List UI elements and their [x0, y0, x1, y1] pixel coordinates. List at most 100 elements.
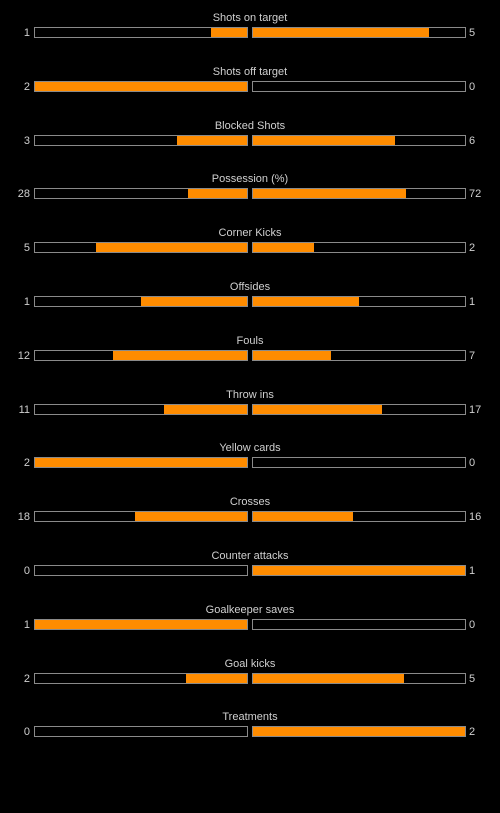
away-value: 1: [469, 295, 476, 308]
home-bar-fill: [134, 512, 247, 522]
away-value: 0: [469, 457, 476, 470]
home-bar: [34, 27, 248, 38]
stat-row: Goal kicks 2 5: [0, 657, 500, 711]
away-bar: [252, 618, 466, 630]
home-value: 2: [23, 672, 30, 685]
home-bar-fill: [35, 458, 247, 468]
stat-row: Crosses 18 16: [0, 495, 500, 549]
away-bar: [252, 349, 466, 361]
home-bar: [34, 511, 248, 523]
away-bar-fill: [253, 512, 353, 522]
away-bar-fill: [253, 727, 465, 737]
stat-row: Goalkeeper saves 1 0: [0, 603, 500, 657]
stat-row: Yellow cards 2 0: [0, 441, 500, 495]
stat-row: Offsides 1 1: [0, 280, 500, 334]
home-bar-fill: [177, 135, 247, 145]
away-value: 2: [469, 242, 476, 255]
home-bar: [34, 295, 248, 307]
home-bar: [34, 188, 248, 200]
home-value: 18: [17, 511, 30, 524]
stat-label: Treatments: [222, 711, 278, 724]
home-value: 28: [17, 188, 30, 201]
away-bar: [252, 511, 466, 523]
away-value: 17: [469, 403, 482, 416]
stat-row: Shots on target 1 5: [0, 11, 500, 65]
stat-label: Possession (%): [211, 173, 289, 186]
away-bar-fill: [253, 296, 359, 306]
stat-label: Offsides: [229, 280, 271, 293]
home-value: 1: [23, 618, 30, 631]
away-value: 6: [469, 134, 476, 147]
away-bar: [252, 403, 466, 415]
home-value: 5: [23, 242, 30, 255]
home-value: 2: [23, 80, 30, 93]
home-bar: [34, 80, 248, 92]
home-bar-fill: [141, 296, 247, 306]
stat-label: Crosses: [229, 496, 271, 509]
away-bar-fill: [253, 673, 404, 683]
home-bar: [34, 134, 248, 146]
home-value: 2: [23, 457, 30, 470]
away-bar-fill: [253, 404, 383, 414]
away-bar: [252, 27, 466, 38]
away-bar: [252, 672, 466, 684]
away-value: 2: [469, 726, 476, 739]
stat-label: Corner Kicks: [218, 227, 282, 240]
home-bar: [34, 672, 248, 684]
away-value: 1: [469, 564, 476, 577]
away-value: 16: [469, 511, 482, 524]
stat-label: Shots on target: [212, 12, 288, 24]
home-bar-fill: [96, 243, 247, 253]
home-bar-fill: [210, 28, 247, 37]
away-bar-fill: [253, 135, 396, 145]
away-bar-fill: [253, 28, 429, 37]
away-bar-fill: [253, 243, 315, 253]
stat-row: Fouls 12 7: [0, 334, 500, 388]
away-value: 5: [469, 672, 476, 685]
home-bar: [34, 457, 248, 469]
home-bar: [34, 242, 248, 254]
away-value: 0: [469, 618, 476, 631]
home-value: 1: [23, 27, 30, 39]
home-bar: [34, 564, 248, 576]
home-bar-fill: [185, 673, 247, 683]
away-bar: [252, 80, 466, 92]
home-bar: [34, 618, 248, 630]
home-value: 0: [23, 564, 30, 577]
home-bar-fill: [187, 189, 247, 199]
away-bar: [252, 726, 466, 738]
stat-row: Possession (%) 28 72: [0, 172, 500, 226]
home-bar: [34, 349, 248, 361]
away-bar-fill: [253, 350, 332, 360]
stat-row: Counter attacks 0 1: [0, 549, 500, 603]
stat-label: Fouls: [236, 334, 264, 347]
home-bar: [34, 726, 248, 738]
home-value: 0: [23, 726, 30, 739]
stat-label: Yellow cards: [219, 442, 281, 455]
stat-label: Blocked Shots: [214, 119, 286, 132]
stat-label: Throw ins: [226, 388, 274, 401]
away-bar-fill: [253, 189, 406, 199]
away-bar: [252, 134, 466, 146]
away-value: 7: [469, 349, 476, 362]
home-value: 11: [18, 403, 30, 416]
home-value: 12: [17, 349, 30, 362]
match-stats-list: Shots on target 1 5 Shots off target 2 0 Block…: [0, 11, 500, 764]
stat-row: Throw ins 11 17: [0, 388, 500, 442]
home-value: 3: [23, 134, 30, 147]
away-value: 5: [469, 27, 476, 39]
stat-label: Counter attacks: [211, 549, 289, 562]
stat-label: Goalkeeper saves: [205, 603, 295, 616]
away-bar: [252, 242, 466, 254]
stat-row: Treatments 0 2: [0, 710, 500, 764]
away-bar: [252, 564, 466, 576]
away-bar: [252, 457, 466, 469]
stat-row: Shots off target 2 0: [0, 65, 500, 119]
home-bar-fill: [35, 619, 247, 629]
home-value: 1: [23, 295, 30, 308]
away-value: 72: [469, 188, 482, 201]
stat-label: Goal kicks: [224, 657, 276, 670]
home-bar: [34, 403, 248, 415]
home-bar-fill: [113, 350, 247, 360]
away-value: 0: [469, 80, 476, 93]
